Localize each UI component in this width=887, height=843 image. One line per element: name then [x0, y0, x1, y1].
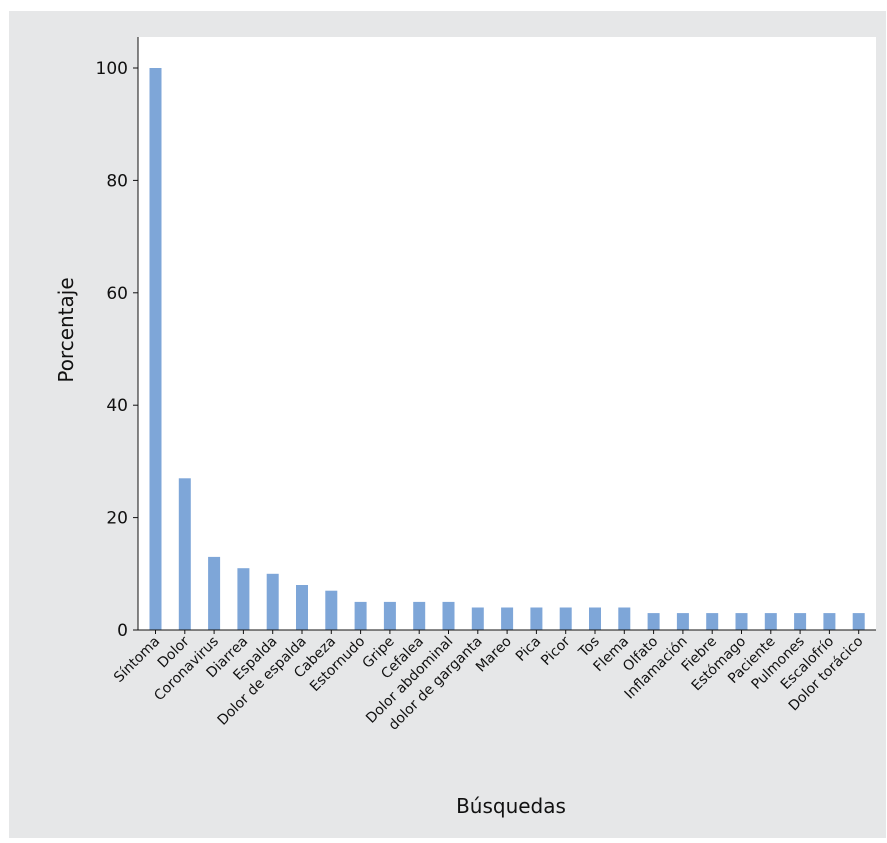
- bar: [442, 601, 455, 630]
- x-tick-label: Picor: [538, 633, 574, 669]
- y-tick-label: 80: [106, 171, 128, 191]
- bar: [559, 607, 572, 630]
- y-tick-label: 100: [96, 59, 128, 79]
- bars-group: [149, 68, 865, 630]
- bar: [530, 607, 543, 630]
- bar: [852, 613, 865, 630]
- bar: [325, 590, 338, 630]
- bar: [208, 556, 221, 630]
- bar: [501, 607, 514, 630]
- y-axis-title: Porcentaje: [54, 277, 78, 382]
- bar: [413, 601, 426, 630]
- bar: [589, 607, 601, 630]
- bar: [647, 613, 660, 630]
- bar: [178, 478, 191, 630]
- bar: [706, 613, 719, 630]
- y-tick-label: 40: [106, 396, 128, 416]
- bar: [296, 585, 308, 630]
- bar: [764, 613, 777, 630]
- bar: [794, 613, 807, 630]
- x-ticks-group: SíntomaDolorCoronavirusDiarreaEspaldaDol…: [111, 630, 867, 734]
- bar: [237, 568, 250, 630]
- y-tick-label: 20: [106, 509, 128, 529]
- y-ticks-group: 0 20 40 60 80 100: [96, 59, 138, 641]
- bar: [823, 613, 836, 630]
- bar: [149, 68, 162, 630]
- bar: [266, 573, 279, 630]
- x-axis-title: Búsquedas: [456, 794, 566, 818]
- bar: [354, 601, 367, 630]
- plot-area: [138, 37, 876, 630]
- y-tick-label: 60: [106, 284, 128, 304]
- y-tick-label: 0: [117, 621, 128, 641]
- bar: [676, 613, 689, 630]
- bar: [735, 613, 748, 630]
- bar: [618, 607, 631, 630]
- bar: [471, 607, 484, 630]
- bar: [383, 601, 396, 630]
